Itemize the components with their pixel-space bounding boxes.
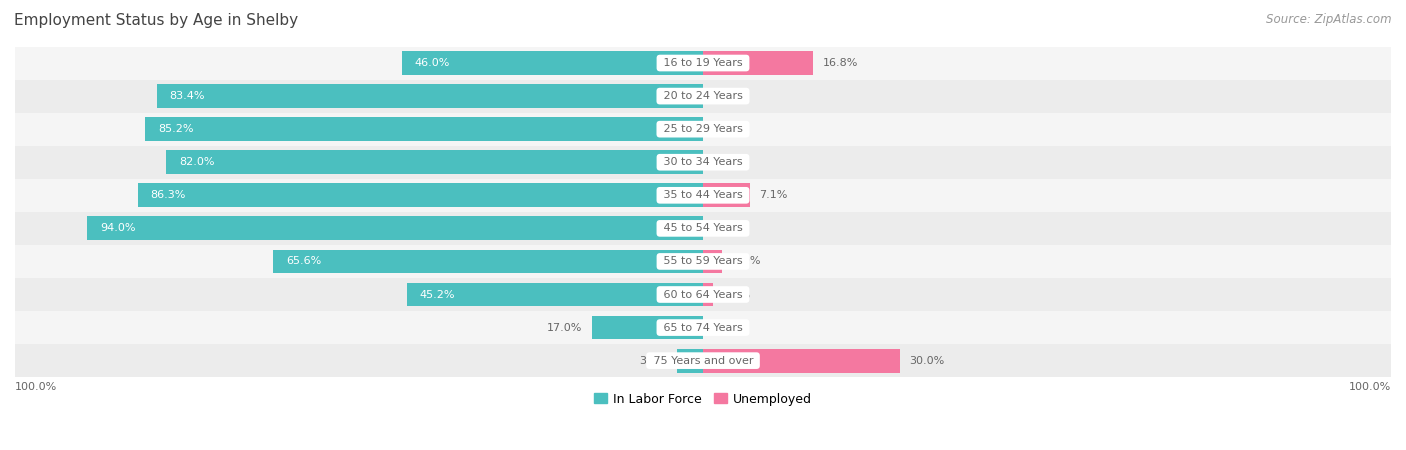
- Text: 46.0%: 46.0%: [415, 58, 450, 68]
- Bar: [15, 212, 1391, 245]
- Bar: [15, 46, 1391, 80]
- Text: 16.8%: 16.8%: [823, 58, 858, 68]
- Text: 2.9%: 2.9%: [733, 256, 761, 266]
- Text: 45.2%: 45.2%: [420, 289, 456, 300]
- Text: 86.3%: 86.3%: [150, 190, 186, 200]
- Text: 0.0%: 0.0%: [713, 323, 741, 333]
- Text: 7.1%: 7.1%: [759, 190, 787, 200]
- Text: 16 to 19 Years: 16 to 19 Years: [659, 58, 747, 68]
- Text: 3.9%: 3.9%: [640, 356, 668, 366]
- Text: 100.0%: 100.0%: [1348, 382, 1391, 392]
- Bar: [15, 179, 1391, 212]
- Text: 65 to 74 Years: 65 to 74 Years: [659, 323, 747, 333]
- Text: 1.6%: 1.6%: [723, 289, 752, 300]
- Text: 35 to 44 Years: 35 to 44 Years: [659, 190, 747, 200]
- Bar: [703, 349, 900, 373]
- Text: 20 to 24 Years: 20 to 24 Years: [659, 91, 747, 101]
- Text: 83.4%: 83.4%: [170, 91, 205, 101]
- Bar: [15, 278, 1391, 311]
- Text: 0.0%: 0.0%: [713, 124, 741, 134]
- Bar: [15, 311, 1391, 344]
- Text: 25 to 29 Years: 25 to 29 Years: [659, 124, 747, 134]
- Legend: In Labor Force, Unemployed: In Labor Force, Unemployed: [589, 387, 817, 410]
- Text: 60 to 64 Years: 60 to 64 Years: [659, 289, 747, 300]
- Bar: [145, 117, 703, 141]
- Bar: [15, 344, 1391, 377]
- Bar: [273, 250, 703, 273]
- Text: 30 to 34 Years: 30 to 34 Years: [659, 157, 747, 167]
- Text: 45 to 54 Years: 45 to 54 Years: [659, 223, 747, 234]
- Bar: [703, 51, 813, 75]
- Bar: [156, 84, 703, 108]
- Bar: [138, 184, 703, 207]
- Text: 94.0%: 94.0%: [100, 223, 136, 234]
- Text: 55 to 59 Years: 55 to 59 Years: [659, 256, 747, 266]
- Text: Source: ZipAtlas.com: Source: ZipAtlas.com: [1267, 14, 1392, 27]
- Bar: [678, 349, 703, 373]
- Text: 65.6%: 65.6%: [287, 256, 322, 266]
- Text: 30.0%: 30.0%: [910, 356, 945, 366]
- Bar: [703, 283, 713, 306]
- Text: 0.0%: 0.0%: [713, 157, 741, 167]
- Bar: [703, 184, 749, 207]
- Bar: [15, 112, 1391, 146]
- Bar: [402, 51, 703, 75]
- Bar: [406, 283, 703, 306]
- Bar: [15, 80, 1391, 112]
- Text: 0.0%: 0.0%: [713, 223, 741, 234]
- Text: 100.0%: 100.0%: [15, 382, 58, 392]
- Bar: [15, 146, 1391, 179]
- Bar: [592, 315, 703, 339]
- Bar: [166, 150, 703, 174]
- Text: 17.0%: 17.0%: [547, 323, 582, 333]
- Bar: [703, 250, 723, 273]
- Text: 82.0%: 82.0%: [179, 157, 214, 167]
- Text: 0.0%: 0.0%: [713, 91, 741, 101]
- Bar: [87, 216, 703, 240]
- Bar: [15, 245, 1391, 278]
- Text: 85.2%: 85.2%: [157, 124, 194, 134]
- Text: Employment Status by Age in Shelby: Employment Status by Age in Shelby: [14, 14, 298, 28]
- Text: 75 Years and over: 75 Years and over: [650, 356, 756, 366]
